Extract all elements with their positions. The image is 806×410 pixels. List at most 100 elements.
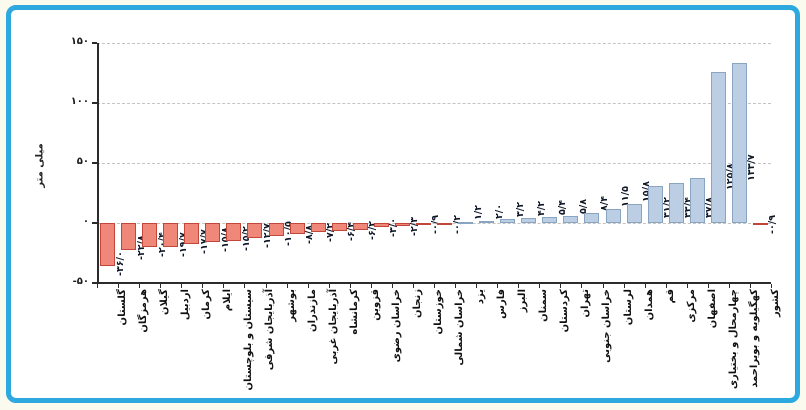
- gridline: [97, 163, 771, 164]
- x-tick-mark: [728, 284, 730, 288]
- x-category-label: قزوین: [369, 289, 381, 321]
- y-tick-mark: [92, 42, 97, 44]
- y-tick-mark: [92, 282, 97, 284]
- bar: [415, 223, 431, 225]
- bar: [100, 223, 116, 267]
- bar-value-label: ۱۱/۵: [620, 186, 632, 208]
- x-tick-mark: [581, 284, 583, 288]
- x-category-label: خراسان جنوبی: [601, 289, 613, 363]
- y-tick-mark: [92, 162, 97, 164]
- bar: [584, 212, 600, 223]
- x-category-label: کشور: [769, 289, 781, 318]
- bar-value-label: ۱۳۳/۷: [746, 153, 758, 181]
- bar: [331, 223, 347, 231]
- x-tick-mark: [97, 284, 98, 288]
- bar-value-label: ۵/۴: [556, 199, 568, 215]
- bar-value-label: -۶/۲: [367, 221, 379, 241]
- x-category-label: لرستان: [622, 289, 634, 326]
- x-tick-mark: [518, 284, 520, 288]
- x-tick-mark: [244, 284, 246, 288]
- y-tick-mark: [92, 102, 97, 104]
- x-category-label: کرمانشاه: [348, 289, 360, 335]
- x-tick-mark: [455, 284, 457, 288]
- x-category-label: خوزستان: [432, 289, 444, 335]
- bar: [542, 216, 558, 223]
- x-tick-mark: [391, 284, 393, 288]
- x-category-label: کرمان: [201, 289, 213, 320]
- bar: [310, 223, 326, 232]
- x-category-label: اردبیل: [180, 289, 192, 321]
- x-category-label: ایلام: [222, 289, 234, 312]
- bar-value-label: -۷/۲: [325, 222, 337, 242]
- x-tick-mark: [749, 284, 751, 288]
- x-tick-mark: [265, 284, 267, 288]
- bar: [352, 223, 368, 231]
- bar: [373, 223, 389, 227]
- bar: [458, 221, 474, 224]
- bar-value-label: ۱/۲: [472, 204, 484, 220]
- bar: [394, 223, 410, 226]
- bar-value-label: ۴/۲: [535, 200, 547, 216]
- bar: [205, 223, 221, 242]
- x-category-label: سمنان: [538, 289, 550, 322]
- x-tick-mark: [223, 284, 225, 288]
- x-category-label: قم: [664, 289, 676, 304]
- x-category-label: هرمزگان: [138, 289, 150, 333]
- bar-value-label: -۶/۴: [346, 221, 358, 241]
- x-tick-mark: [118, 284, 120, 288]
- bar: [710, 72, 726, 223]
- x-category-label: گلستان: [117, 289, 129, 326]
- bar: [121, 223, 137, 251]
- bar: [142, 223, 158, 248]
- x-category-label: آذربایجان شرقی: [264, 289, 276, 371]
- bar-value-label: -۳/۰: [388, 217, 400, 237]
- y-axis-line: [97, 43, 99, 283]
- x-tick-mark: [771, 284, 772, 288]
- bar: [226, 223, 242, 242]
- x-tick-mark: [623, 284, 625, 288]
- x-tick-mark: [307, 284, 309, 288]
- x-category-label: همدان: [643, 289, 655, 321]
- bar: [668, 182, 684, 223]
- x-category-label: کهگیلویه و بویراحمد: [748, 289, 760, 388]
- x-tick-mark: [202, 284, 204, 288]
- y-tick-label: ۱۵۰: [70, 36, 89, 47]
- bar: [752, 223, 768, 225]
- x-axis-line: [97, 282, 771, 284]
- bar-value-label: -۰/۹: [430, 215, 442, 235]
- bar: [731, 62, 747, 223]
- x-category-label: اصفهان: [706, 289, 718, 329]
- x-category-label: خراسان شمالی: [454, 289, 466, 366]
- x-category-label: آذربایجان غربی: [327, 289, 339, 365]
- x-tick-mark: [286, 284, 288, 288]
- bar: [163, 223, 179, 247]
- x-tick-mark: [349, 284, 351, 288]
- bar: [605, 209, 621, 223]
- x-tick-mark: [707, 284, 709, 288]
- gridline: [97, 223, 771, 224]
- x-category-label: خراسان رضوی: [390, 289, 402, 363]
- bar: [479, 220, 495, 223]
- x-tick-mark: [476, 284, 478, 288]
- bar: [500, 219, 516, 223]
- x-tick-mark: [139, 284, 141, 288]
- x-tick-mark: [181, 284, 183, 288]
- bar-value-label: ۸/۴: [598, 195, 610, 211]
- x-category-label: مرکزی: [685, 289, 697, 323]
- y-axis-title: میلی متر: [34, 143, 46, 188]
- gridline: [97, 43, 771, 44]
- x-tick-mark: [370, 284, 372, 288]
- bar: [521, 217, 537, 223]
- bar-value-label: -۲/۳: [409, 216, 421, 236]
- x-tick-mark: [665, 284, 667, 288]
- bar-value-label: -۰/۹: [767, 215, 779, 235]
- x-category-label: سیستان و بلوچستان: [243, 289, 255, 391]
- x-category-label: تهران: [580, 289, 592, 318]
- x-tick-mark: [644, 284, 646, 288]
- bar-value-label: -۰/۲: [451, 214, 463, 234]
- x-tick-mark: [539, 284, 541, 288]
- x-category-label: زنجان: [411, 289, 423, 319]
- bar: [689, 177, 705, 223]
- bar: [268, 223, 284, 236]
